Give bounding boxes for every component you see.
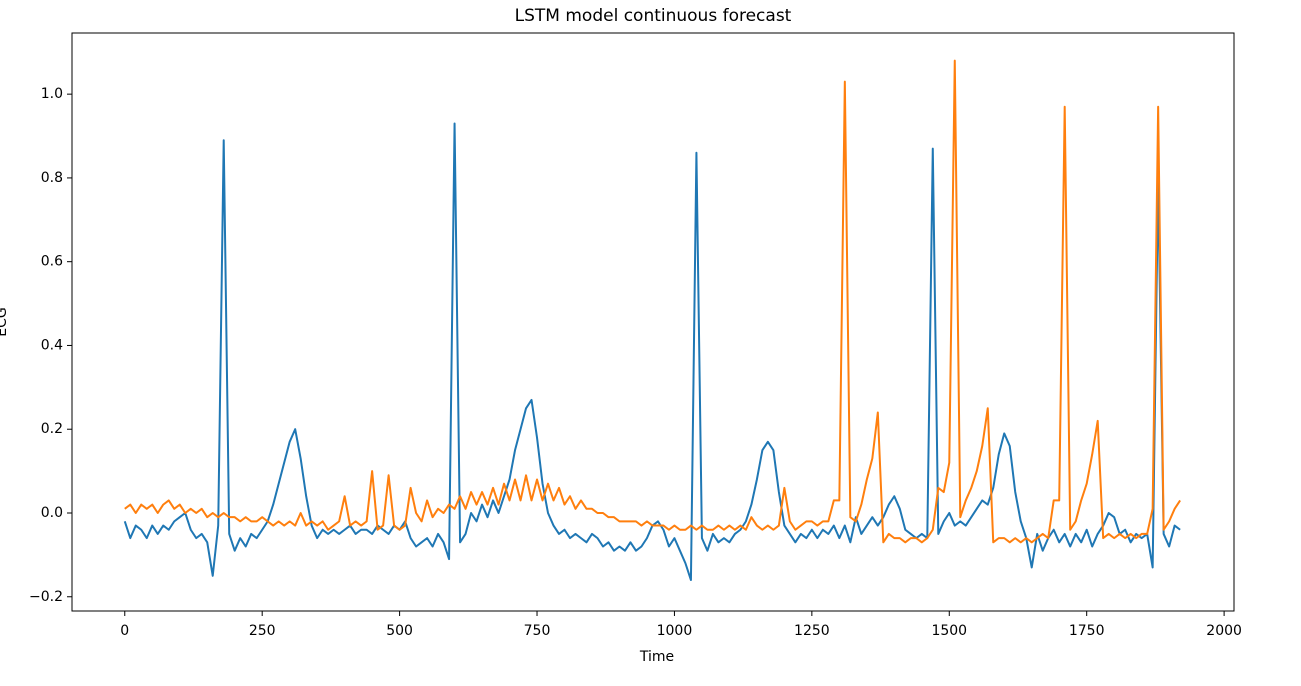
y-tick-label: −0.2 [29, 589, 63, 605]
x-tick-label: 1000 [657, 623, 693, 639]
x-tick-label: 250 [249, 623, 276, 639]
x-tick-label: 1750 [1069, 623, 1105, 639]
y-tick-label: 0.6 [41, 254, 63, 270]
x-tick-label: 1250 [794, 623, 830, 639]
x-axis-label: Time [639, 649, 674, 665]
x-tick-label: 1500 [931, 623, 967, 639]
y-tick-label: 0.0 [41, 505, 63, 521]
y-tick-label: 1.0 [41, 86, 63, 102]
plot-frame [71, 32, 1235, 612]
y-axis-label: ECG [0, 307, 10, 336]
chart-title: LSTM model continuous forecast [515, 6, 792, 26]
x-tick-label: 750 [524, 623, 551, 639]
series-line [124, 59, 1181, 544]
series-line [123, 122, 1181, 582]
x-tick-label: 2000 [1206, 623, 1242, 639]
y-tick-label: 0.2 [41, 421, 63, 437]
x-tick-label: 0 [120, 623, 129, 639]
y-tick-label: 0.8 [41, 170, 63, 186]
y-tick-label: 0.4 [41, 337, 63, 353]
x-tick-label: 500 [386, 623, 413, 639]
